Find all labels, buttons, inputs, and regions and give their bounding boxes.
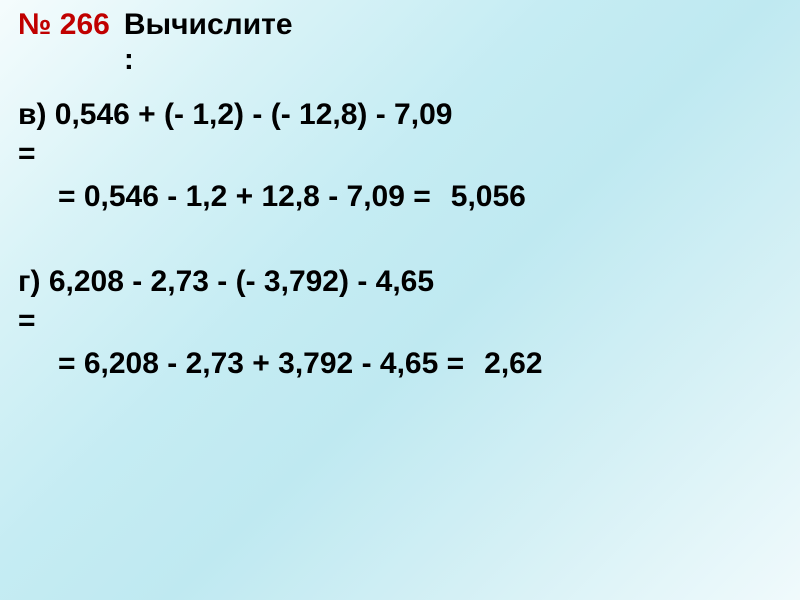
problem-v: в) 0,546 + (- 1,2) - (- 12,8) - 7,09 =	[18, 95, 782, 173]
title-line-2: :	[124, 43, 293, 78]
problem-v-line-2: =	[18, 134, 782, 173]
problem-g-line-2: =	[18, 301, 782, 340]
spacer	[18, 216, 782, 244]
problem-g-work: = 6,208 - 2,73 + 3,792 - 4,65 =	[58, 344, 464, 383]
slide-content: № 266 Вычислите : в) 0,546 + (- 1,2) - (…	[18, 8, 782, 383]
heading-block: Вычислите :	[124, 8, 293, 77]
problem-g-line-1: г) 6,208 - 2,73 - (- 3,792) - 4,65	[18, 262, 782, 301]
problem-g-answer: 2,62	[484, 344, 542, 383]
problem-g: г) 6,208 - 2,73 - (- 3,792) - 4,65 =	[18, 262, 782, 340]
title-line-1: Вычислите	[124, 8, 293, 43]
problem-v-line-1: в) 0,546 + (- 1,2) - (- 12,8) - 7,09	[18, 95, 782, 134]
header-row: № 266 Вычислите :	[18, 8, 782, 77]
exercise-number: № 266	[18, 8, 110, 43]
problem-v-work: = 0,546 - 1,2 + 12,8 - 7,09 =	[58, 177, 431, 216]
problem-g-work-row: = 6,208 - 2,73 + 3,792 - 4,65 = 2,62	[18, 344, 782, 383]
problem-v-answer: 5,056	[451, 177, 526, 216]
problem-v-work-row: = 0,546 - 1,2 + 12,8 - 7,09 = 5,056	[18, 177, 782, 216]
